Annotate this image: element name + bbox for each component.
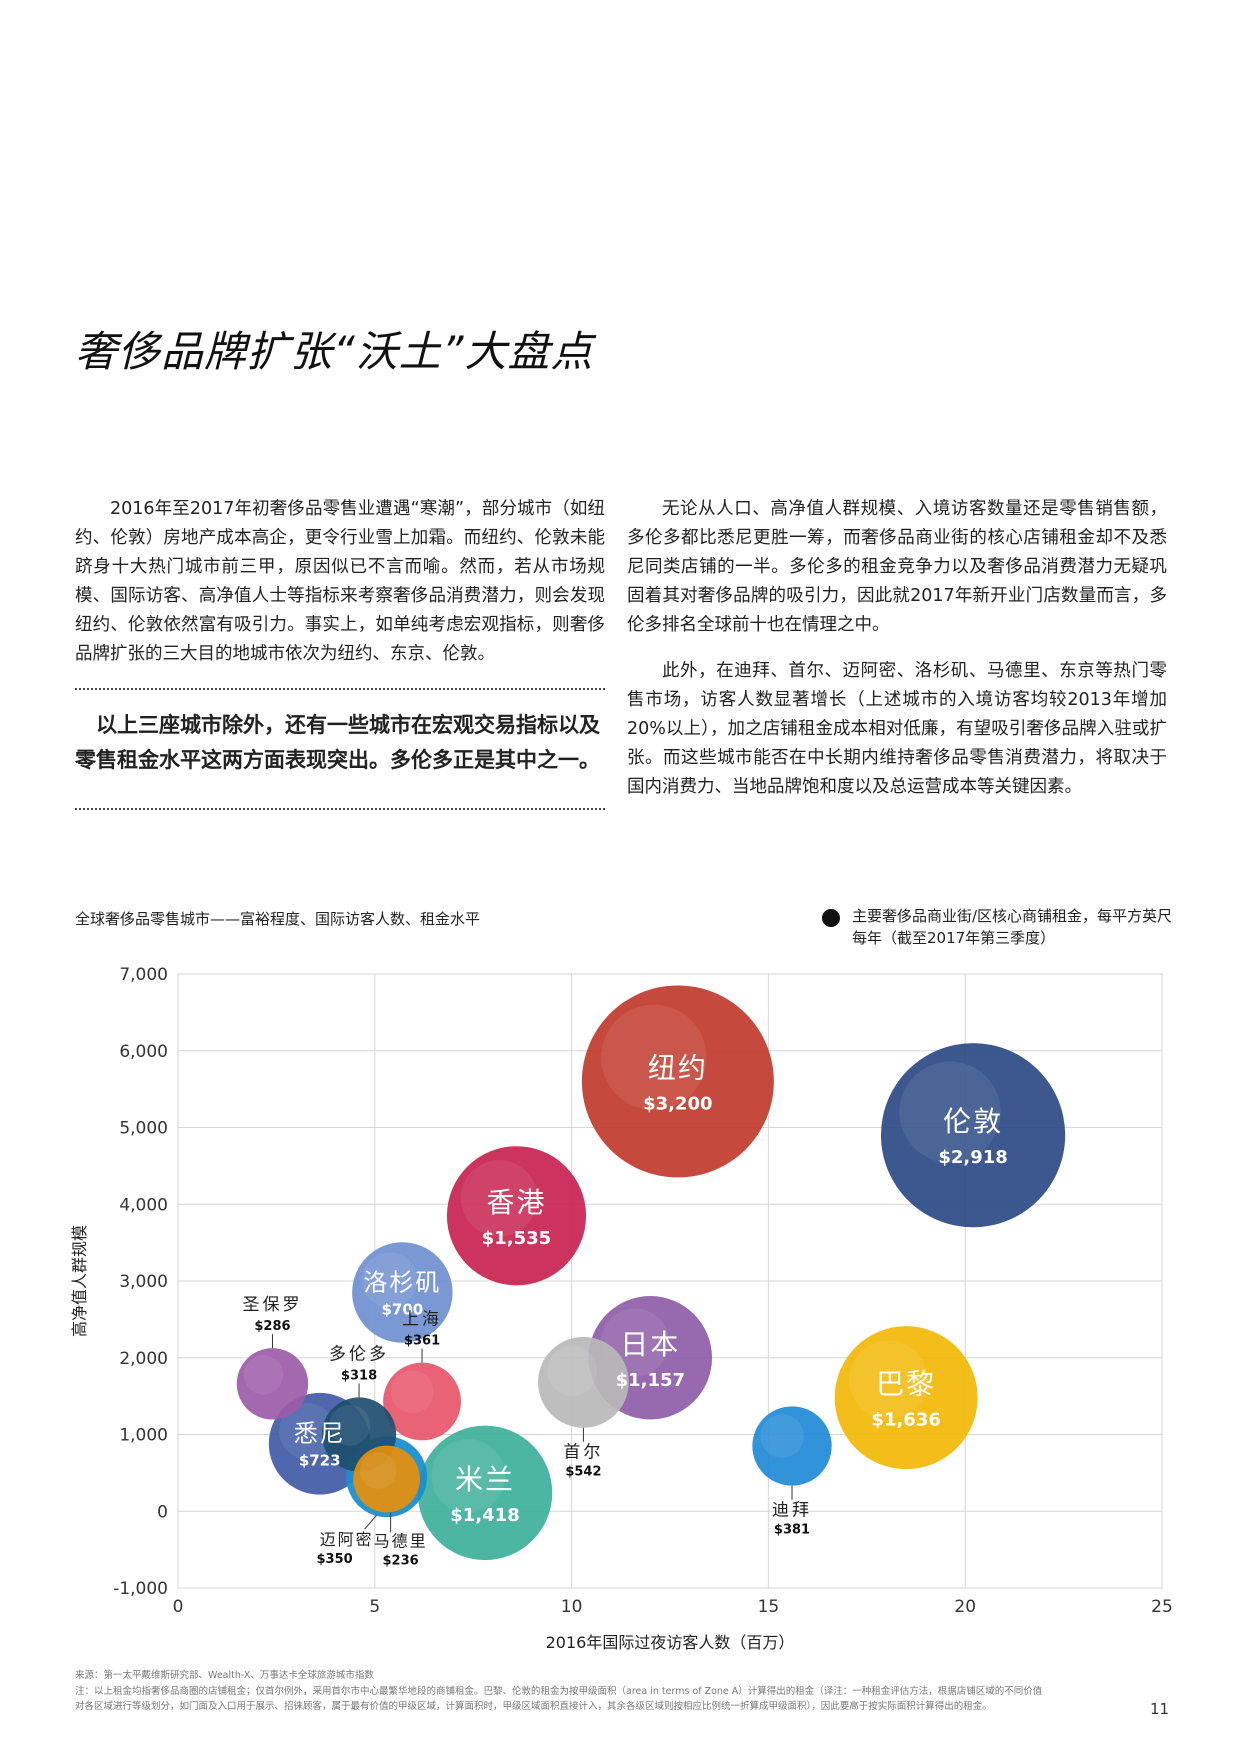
quote-divider-top [75, 688, 605, 690]
y-tick-label: 6,000 [119, 1042, 168, 1062]
bubble-highlight [243, 1355, 284, 1395]
bubble-highlight [460, 1160, 538, 1237]
point-city-label: 迪拜 [772, 1501, 812, 1521]
bubble-rent-label: $1,157 [616, 1370, 685, 1391]
right-paragraph-2: 此外，在迪拜、首尔、迈阿密、洛杉矶、马德里、东京等热门零售市场，访客人数显著增长… [627, 661, 1167, 797]
bubble-伦敦 [880, 1043, 1066, 1228]
bubble-highlight [329, 1404, 371, 1446]
page-title: 奢侈品牌扩张“沃土”大盘点 [75, 327, 594, 376]
bubble-city-label: 伦敦 [943, 1105, 1003, 1138]
bubble-highlight [362, 1252, 418, 1308]
x-tick-label: 25 [1151, 1597, 1173, 1617]
x-tick-label: 0 [173, 1597, 184, 1617]
bubble-洛杉矶 [352, 1242, 453, 1343]
bubble-highlight [547, 1346, 598, 1396]
bubble-city-label: 香港 [486, 1186, 546, 1219]
footnote-line-1: 注：以上租金均指奢侈品商圈的店铺租金；仅首尔例外，采用首尔市中心最繁华地段的商铺… [75, 1686, 1043, 1697]
y-tick-label: 1,000 [119, 1426, 168, 1446]
bubble-米兰 [417, 1425, 553, 1561]
bubble-highlight [431, 1439, 506, 1514]
x-axis-label: 2016年国际过夜访客人数（百万） [546, 1633, 795, 1652]
y-tick-label: 5,000 [119, 1119, 168, 1139]
y-tick-label: 3,000 [119, 1272, 168, 1292]
bubble-马德里 [353, 1445, 420, 1513]
bubble-rent-label: $723 [299, 1452, 341, 1470]
point-city-label: 多伦多 [329, 1344, 389, 1364]
bubble-highlight [278, 1403, 335, 1459]
x-tick-label: 15 [758, 1597, 780, 1617]
bubble-highlight [390, 1370, 434, 1414]
point-rent-label: $350 [317, 1552, 353, 1567]
x-tick-label: 20 [954, 1597, 976, 1617]
bubble-city-label: 洛杉矶 [363, 1269, 441, 1297]
bubble-highlight [848, 1340, 928, 1420]
bubble-highlight [359, 1452, 397, 1490]
right-column: 无论从人口、高净值人群规模、入境访客数量还是零售销售额，多伦多都比悉尼更胜一筹，… [627, 495, 1167, 819]
point-city-label: 圣保罗 [242, 1295, 302, 1315]
left-paragraph: 2016年至2017年初奢侈品零售业遭遇“寒潮”，部分城市（如纽约、伦敦）房地产… [75, 499, 605, 664]
y-tick-label: 2,000 [119, 1349, 168, 1369]
y-tick-label: 4,000 [119, 1195, 168, 1215]
bubble-纽约 [581, 985, 774, 1178]
bubble-city-label: 巴黎 [876, 1368, 936, 1401]
y-tick-label: 0 [157, 1502, 168, 1522]
bubble-圣保罗 [236, 1348, 309, 1420]
footnote-line-2: 对各区域进行等级划分，如门面及入口用于展示、招徕顾客，属于最有价值的甲级区域，计… [75, 1701, 992, 1712]
bubble-city-label: 悉尼 [294, 1420, 346, 1448]
point-city-label: 上海 [402, 1310, 442, 1330]
y-tick-label: -1,000 [113, 1579, 168, 1599]
point-rent-label: $236 [383, 1553, 419, 1568]
bubble-rent-label: $1,636 [871, 1410, 940, 1431]
y-tick-label: 7,000 [119, 965, 168, 985]
point-rent-label: $361 [404, 1334, 440, 1349]
label-leader [364, 1514, 377, 1530]
chart-title: 全球奢侈品零售城市——富裕程度、国际访客人数、租金水平 [75, 910, 481, 928]
y-axis-label: 高净值人群规模 [70, 1225, 89, 1337]
bubble-上海 [383, 1362, 461, 1441]
pull-quote: 以上三座城市除外，还有一些城市在宏观交易指标以及零售租金水平这两方面表现突出。多… [75, 713, 600, 772]
bubble-rent-label: $3,200 [643, 1093, 712, 1114]
legend-text: 主要奢侈品商业街/区核心商铺租金，每平方英尺每年（截至2017年第三季度） [852, 907, 1173, 947]
source-note: 来源：第一太平戴维斯研究部、Wealth-X、万事达卡全球旅游城市指数 [75, 1670, 374, 1681]
legend-dot-icon [822, 909, 840, 927]
point-rent-label: $381 [774, 1523, 810, 1538]
bubble-city-label: 米兰 [455, 1463, 515, 1496]
right-paragraph-1: 无论从人口、高净值人群规模、入境访客数量还是零售销售额，多伦多都比悉尼更胜一筹，… [627, 499, 1167, 635]
bubble-city-label: 纽约 [648, 1051, 708, 1084]
bubble-首尔 [538, 1336, 629, 1428]
point-rent-label: $542 [565, 1465, 601, 1480]
bubble-迪拜 [752, 1406, 832, 1486]
bubble-rent-label: $2,918 [938, 1147, 1007, 1168]
point-rent-label: $318 [341, 1368, 377, 1383]
page-number: 11 [1150, 1700, 1170, 1718]
point-rent-label: $286 [254, 1319, 290, 1334]
x-tick-label: 10 [561, 1597, 583, 1617]
left-column: 2016年至2017年初奢侈品零售业遭遇“寒潮”，部分城市（如纽约、伦敦）房地产… [75, 495, 605, 686]
quote-divider-bottom [75, 808, 605, 810]
point-city-label: 迈阿密 [320, 1530, 374, 1549]
point-city-label: 首尔 [563, 1443, 603, 1463]
bubble-巴黎 [834, 1326, 978, 1470]
bubble-rent-label: $1,535 [482, 1228, 551, 1249]
bubble-highlight [601, 1004, 707, 1111]
bubble-rent-label: $1,418 [450, 1505, 519, 1526]
chart-legend: 主要奢侈品商业街/区核心商铺租金，每平方英尺每年（截至2017年第三季度） [822, 905, 1182, 949]
bubble-city-label: 日本 [620, 1328, 680, 1361]
x-tick-label: 5 [369, 1597, 380, 1617]
bubble-highlight [899, 1061, 1001, 1163]
bubble-highlight [760, 1414, 804, 1458]
point-city-label: 马德里 [374, 1531, 428, 1550]
bubble-香港 [446, 1146, 587, 1286]
bubble-rent-label: $700 [381, 1301, 423, 1319]
